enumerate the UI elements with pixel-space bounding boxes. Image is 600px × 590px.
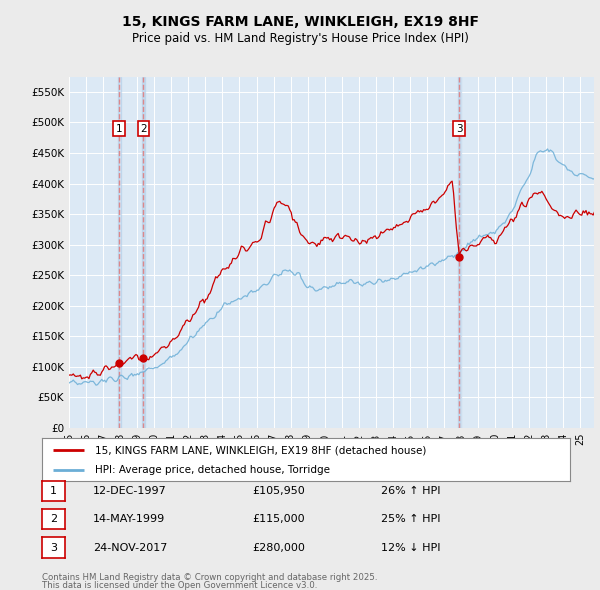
- Text: 12% ↓ HPI: 12% ↓ HPI: [381, 543, 440, 552]
- Text: Contains HM Land Registry data © Crown copyright and database right 2025.: Contains HM Land Registry data © Crown c…: [42, 572, 377, 582]
- Text: 2: 2: [140, 123, 147, 133]
- Bar: [458, 77, 461, 428]
- Text: £115,000: £115,000: [252, 514, 305, 524]
- Bar: [118, 77, 121, 428]
- Text: 3: 3: [456, 123, 463, 133]
- Text: 14-MAY-1999: 14-MAY-1999: [93, 514, 165, 524]
- Text: Price paid vs. HM Land Registry's House Price Index (HPI): Price paid vs. HM Land Registry's House …: [131, 32, 469, 45]
- Text: 24-NOV-2017: 24-NOV-2017: [93, 543, 167, 552]
- Text: £280,000: £280,000: [252, 543, 305, 552]
- Text: 15, KINGS FARM LANE, WINKLEIGH, EX19 8HF: 15, KINGS FARM LANE, WINKLEIGH, EX19 8HF: [121, 15, 479, 29]
- Text: 25% ↑ HPI: 25% ↑ HPI: [381, 514, 440, 524]
- Text: This data is licensed under the Open Government Licence v3.0.: This data is licensed under the Open Gov…: [42, 581, 317, 590]
- Text: 26% ↑ HPI: 26% ↑ HPI: [381, 486, 440, 496]
- Text: 2: 2: [50, 514, 57, 524]
- Text: 1: 1: [50, 486, 57, 496]
- Text: HPI: Average price, detached house, Torridge: HPI: Average price, detached house, Torr…: [95, 466, 330, 475]
- Text: £105,950: £105,950: [252, 486, 305, 496]
- Text: 12-DEC-1997: 12-DEC-1997: [93, 486, 167, 496]
- Text: 1: 1: [116, 123, 122, 133]
- Text: 3: 3: [50, 543, 57, 552]
- Bar: [142, 77, 145, 428]
- Text: 15, KINGS FARM LANE, WINKLEIGH, EX19 8HF (detached house): 15, KINGS FARM LANE, WINKLEIGH, EX19 8HF…: [95, 445, 426, 455]
